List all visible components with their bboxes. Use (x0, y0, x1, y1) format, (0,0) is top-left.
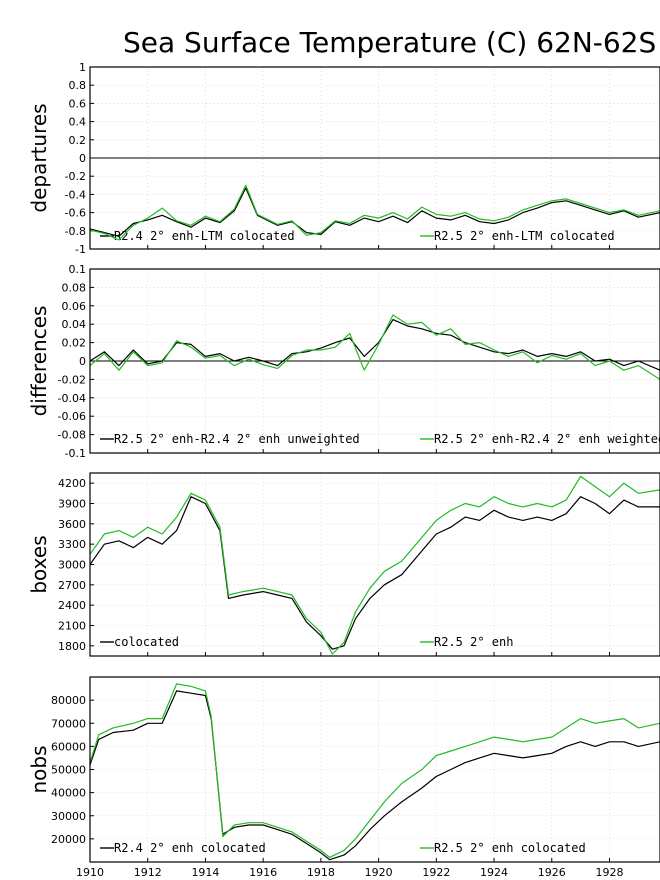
x-tick-label: 1914 (191, 866, 219, 879)
y-axis-label: boxes (27, 535, 51, 593)
y-tick-label: -0.04 (58, 392, 86, 405)
legend-label: R2.5 2° enh colocated (434, 841, 586, 855)
panel-departures: 1 0.8 0.6 0.4 0.2 0 -0.2 -0.4 -0.6 -0.8 -1 R2.4 2° … (27, 61, 660, 256)
y-tick-label: 3900 (58, 498, 86, 511)
x-tick-label: 1922 (422, 866, 450, 879)
plot-frame (89, 66, 660, 250)
legend-label: R2.5 2° enh-R2.4 2° enh unweighted (114, 432, 360, 446)
panel-differences: 0.1 0.08 0.06 0.04 0.02 0 -0.02 -0.04 -0.06 -0.08… (27, 263, 660, 460)
y-tick-label: 0 (79, 152, 86, 165)
y-tick-label: 0.6 (69, 97, 87, 110)
y-tick-label: 1800 (58, 640, 86, 653)
plot-frame (89, 268, 660, 454)
plot-frame (89, 472, 660, 657)
y-axis-label: nobs (27, 745, 51, 793)
y-tick-label: 4200 (58, 477, 86, 490)
y-tick-label: 0.04 (62, 318, 87, 331)
legend-label: R2.4 2° enh colocated (114, 841, 266, 855)
y-tick-label: 2400 (58, 599, 86, 612)
series-line-1 (89, 319, 660, 371)
y-tick-label: 0.2 (69, 134, 87, 147)
y-tick-label: 50000 (51, 764, 86, 777)
y-tick-label: 60000 (51, 740, 86, 753)
legend-label: R2.5 2° enh (434, 635, 513, 649)
x-tick-label: 1910 (76, 866, 104, 879)
figure-title: Sea Surface Temperature (C) 62N-62S (123, 26, 656, 59)
y-tick-label: 70000 (51, 717, 86, 730)
y-tick-label: 2100 (58, 620, 86, 633)
y-tick-label: 1 (79, 61, 86, 74)
legend-label: colocated (114, 635, 179, 649)
panel-boxes: 4200 3900 3600 3300 3000 2700 2400 2100 1800 colo… (27, 472, 660, 657)
plot-frame (89, 676, 660, 863)
y-tick-label: 0.08 (62, 281, 87, 294)
series-line-2 (89, 184, 660, 241)
legend-label: R2.5 2° enh-LTM colocated (434, 229, 615, 243)
y-tick-label: 2700 (58, 579, 86, 592)
legend-label: R2.4 2° enh-LTM colocated (114, 229, 295, 243)
y-tick-label: 40000 (51, 787, 86, 800)
y-tick-label: 0.02 (62, 337, 87, 350)
y-tick-label: -0.06 (58, 410, 86, 423)
series-line-1 (89, 187, 660, 237)
y-tick-label: 0 (79, 355, 86, 368)
x-tick-label: 1918 (307, 866, 335, 879)
y-tick-label: 30000 (51, 810, 86, 823)
y-tick-label: -0.6 (65, 207, 86, 220)
x-tick-label: 1920 (365, 866, 393, 879)
y-tick-label: 3600 (58, 518, 86, 531)
series-line-2 (89, 475, 660, 655)
y-tick-label: 20000 (51, 833, 86, 846)
x-tick-label: 1928 (595, 866, 623, 879)
y-tick-label: 3300 (58, 538, 86, 551)
series-line-2 (89, 683, 660, 858)
x-tick-label: 1926 (538, 866, 566, 879)
x-tick-label: 1916 (249, 866, 277, 879)
panels: 1 0.8 0.6 0.4 0.2 0 -0.2 -0.4 -0.6 -0.8 -1 R2.4 2° … (27, 61, 660, 879)
y-axis-label: departures (27, 103, 51, 212)
y-tick-label: -0.08 (58, 429, 86, 442)
panel-nobs: 80000 70000 60000 50000 40000 30000 20000 R2.4 … (27, 676, 660, 879)
y-tick-label: 3000 (58, 559, 86, 572)
y-tick-label: -0.4 (65, 188, 86, 201)
x-tick-label: 1912 (134, 866, 162, 879)
y-tick-label: -0.2 (65, 170, 86, 183)
y-tick-label: 0.8 (69, 79, 87, 92)
x-tick-label: 1924 (480, 866, 508, 879)
series-line-1 (89, 496, 660, 650)
y-tick-label: 0.06 (62, 300, 87, 313)
legend-label: R2.5 2° enh-R2.4 2° enh weighted (434, 432, 660, 446)
series-line-1 (89, 690, 660, 861)
y-tick-label: -0.8 (65, 225, 86, 238)
y-tick-label: -0.1 (65, 447, 86, 460)
series-line-2 (89, 314, 660, 380)
y-tick-label: 0.1 (69, 263, 87, 276)
y-tick-label: 0.4 (69, 116, 87, 129)
y-axis-label: differences (27, 306, 51, 417)
y-tick-label: 80000 (51, 694, 86, 707)
y-tick-label: -1 (75, 243, 86, 256)
y-tick-label: -0.02 (58, 373, 86, 386)
